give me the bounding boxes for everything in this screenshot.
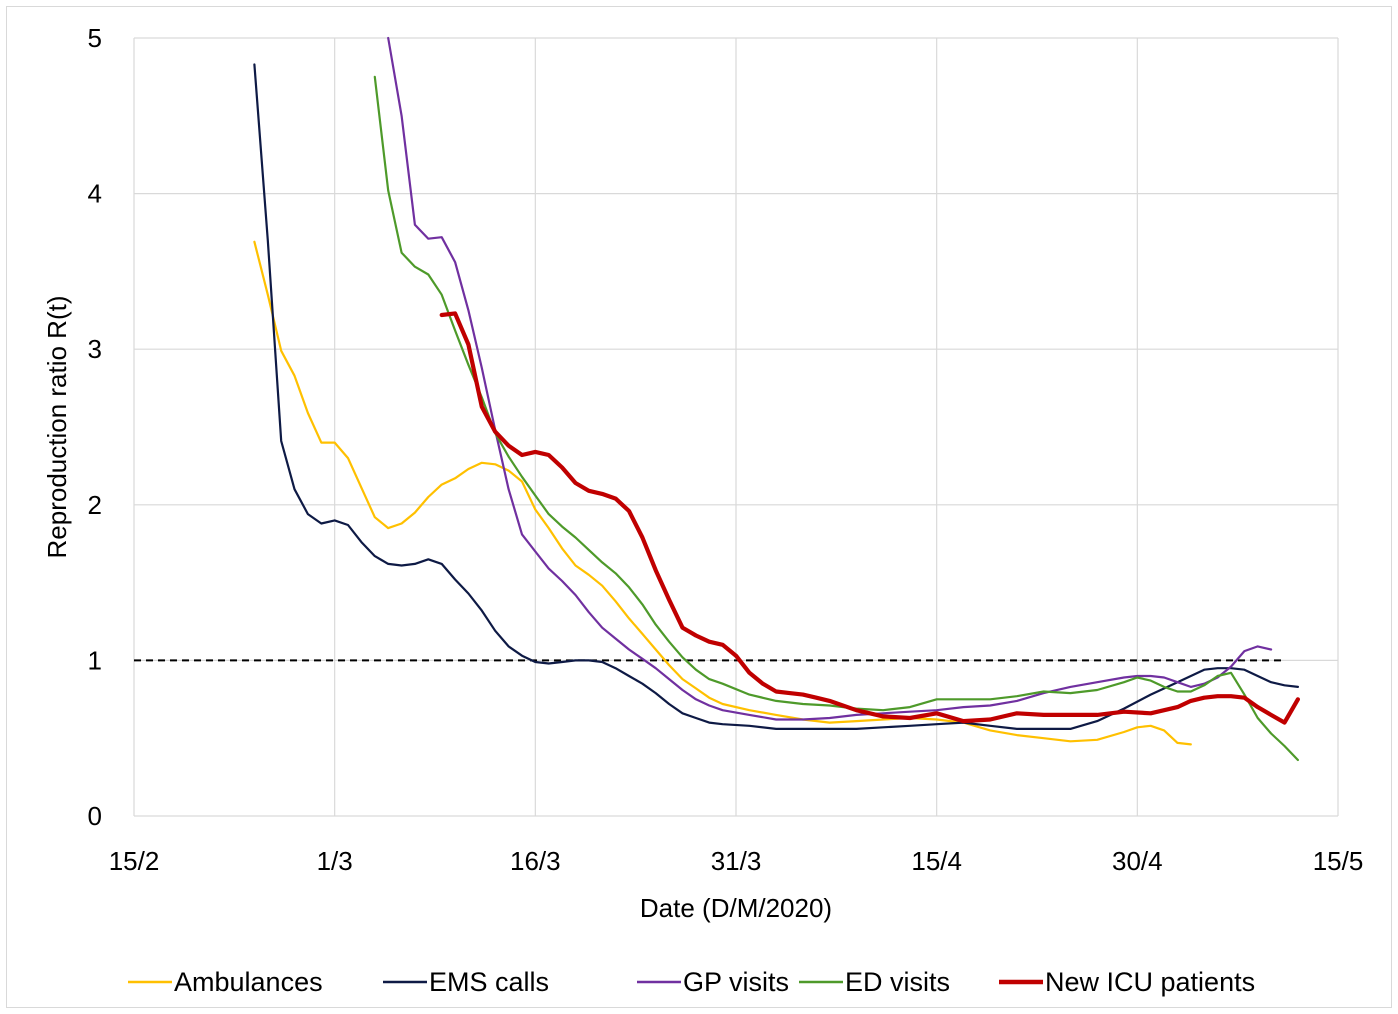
x-tick-label: 15/4 <box>911 846 962 876</box>
y-tick-label: 2 <box>88 490 102 520</box>
y-tick-label: 3 <box>88 334 102 364</box>
series-line-3 <box>373 75 1300 762</box>
legend-label: GP visits <box>683 967 789 997</box>
y-tick-label: 5 <box>88 23 102 53</box>
x-tick-label: 30/4 <box>1112 846 1163 876</box>
x-tick-label: 31/3 <box>711 846 762 876</box>
y-tick-label: 1 <box>88 645 102 675</box>
series-line-1 <box>253 63 1300 731</box>
legend-label: ED visits <box>845 967 950 997</box>
series-line-2 <box>387 36 1273 721</box>
legend-label: Ambulances <box>174 967 323 997</box>
legend-label: New ICU patients <box>1045 967 1255 997</box>
legend-label: EMS calls <box>429 967 549 997</box>
tick-labels: 15/2 1/3 16/3 31/3 15/4 30/4 15/5 0 1 2 3 4 5 <box>88 23 1364 876</box>
x-axis-title: Date (D/M/2020) <box>640 893 832 923</box>
x-tick-label: 15/5 <box>1313 846 1364 876</box>
x-tick-label: 15/2 <box>109 846 160 876</box>
y-axis-title: Reproduction ratio R(t) <box>42 296 72 559</box>
series-line-4 <box>439 311 1301 725</box>
grid <box>133 37 1339 817</box>
y-tick-label: 4 <box>88 179 102 209</box>
series-line-0 <box>253 240 1192 746</box>
x-tick-label: 16/3 <box>510 846 561 876</box>
y-tick-label: 0 <box>88 801 102 831</box>
chart-frame <box>6 6 1392 1008</box>
series-layer <box>253 36 1301 762</box>
legend: Ambulances EMS calls GP visits ED visits New… <box>128 967 1255 997</box>
x-tick-label: 1/3 <box>317 846 353 876</box>
